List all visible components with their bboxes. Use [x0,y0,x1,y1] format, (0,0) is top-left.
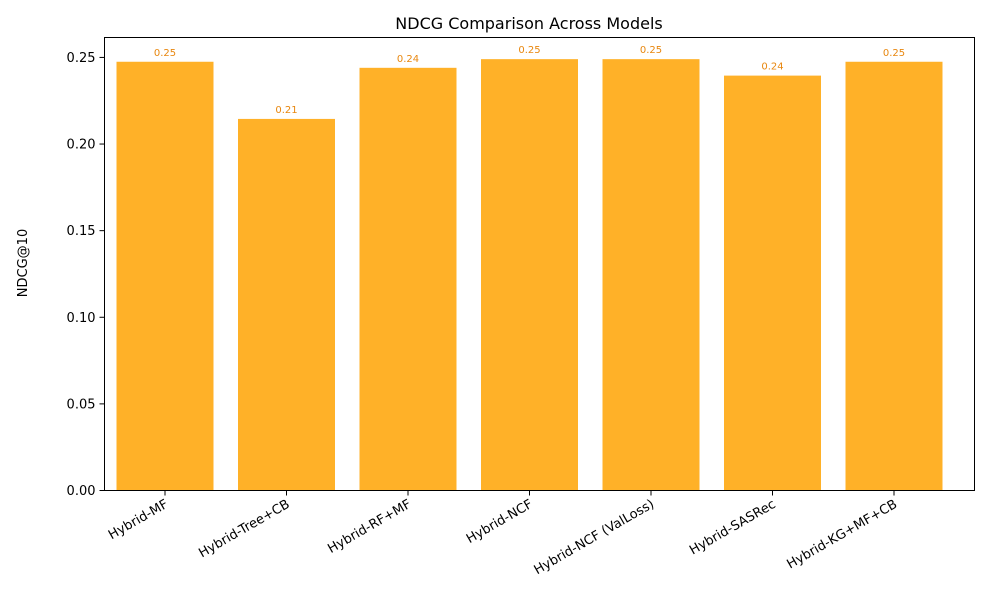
bars-group [116,59,943,491]
bar-value-label-3: 0.25 [518,45,540,56]
y-tick-label-4: 0.20 [67,138,96,153]
y-tick-label-5: 0.25 [67,51,96,66]
y-axis-ticks: 0.00 0.05 0.10 0.15 0.20 0.25 [67,51,105,499]
bar-value-label-0: 0.25 [154,48,176,59]
x-tick-label-2: Hybrid-RF+MF [325,497,414,557]
x-tick-label-0: Hybrid-MF [106,497,171,543]
x-tick-label-4: Hybrid-NCF (ValLoss) [532,497,657,578]
x-tick-label-5: Hybrid-SASRec [687,497,778,558]
y-tick-label-2: 0.10 [67,311,96,326]
bar-value-label-1: 0.21 [275,105,297,116]
bar-2 [359,67,457,491]
bar-0 [116,61,214,491]
bar-3 [481,59,578,491]
bar-value-label-6: 0.25 [883,48,905,59]
plot-frame [104,37,975,491]
bar-1 [238,118,335,491]
y-tick-label-0: 0.00 [67,484,96,499]
x-axis-ticks: Hybrid-MF Hybrid-Tree+CB Hybrid-RF+MF Hybri… [106,490,900,578]
x-tick-label-1: Hybrid-Tree+CB [196,497,292,561]
bar-value-label-5: 0.24 [761,62,783,73]
bar-value-label-4: 0.25 [640,45,662,56]
y-tick-label-3: 0.15 [67,224,96,239]
bar-6 [845,61,943,491]
chart-title: NDCG Comparison Across Models [395,14,662,33]
data-labels-group: 0.25 0.21 0.24 0.25 0.25 0.24 0.25 [154,45,905,116]
bar-value-label-2: 0.24 [397,54,419,65]
y-tick-label-1: 0.05 [67,397,96,412]
bar-4 [602,59,700,491]
y-axis-label: NDCG@10 [16,229,31,297]
x-tick-label-6: Hybrid-KG+MF+CB [785,497,900,572]
bar-5 [724,75,821,491]
x-tick-label-3: Hybrid-NCF [464,497,536,547]
